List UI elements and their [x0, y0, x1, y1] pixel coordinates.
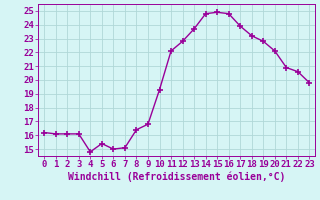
- X-axis label: Windchill (Refroidissement éolien,°C): Windchill (Refroidissement éolien,°C): [68, 172, 285, 182]
